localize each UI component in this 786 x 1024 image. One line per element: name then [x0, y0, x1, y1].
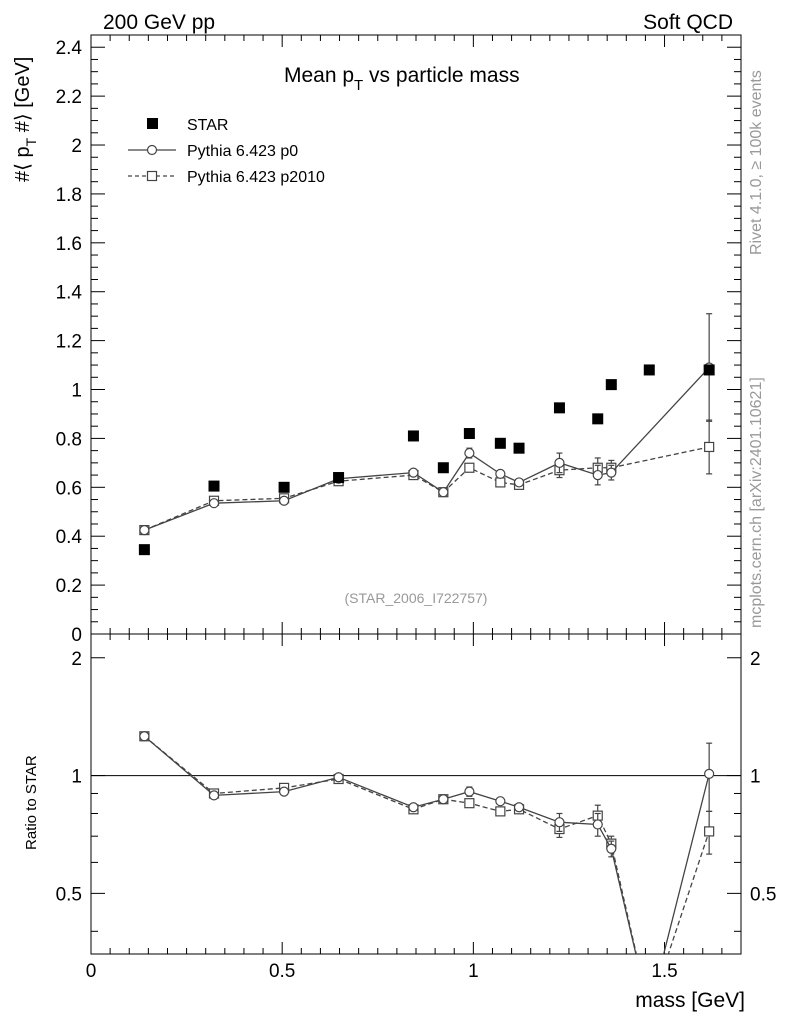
- ratio-p2010-line: [143, 735, 710, 954]
- star-point: [138, 544, 150, 556]
- legend-marker-p2010: [146, 170, 158, 182]
- legend: STAR Pythia 6.423 p0 Pythia 6.423 p2010: [128, 117, 325, 186]
- p0-point: [278, 495, 290, 506]
- bottom-panel-frame: [90, 633, 742, 955]
- ratio-p0-point: [464, 786, 475, 797]
- y-label-part-a: #⟨ p: [12, 146, 34, 182]
- p0-point: [139, 524, 150, 536]
- y-tick-label-top: 0.4: [56, 527, 83, 548]
- ratio-p0-point: [554, 817, 565, 828]
- chart-title-rest: vs particle mass: [363, 64, 519, 87]
- p2010-point: [495, 477, 506, 488]
- p0-line: [144, 367, 710, 531]
- y-tick-label-top: 1: [71, 381, 82, 402]
- p0-point: [606, 467, 617, 478]
- header-right: Soft QCD: [643, 11, 733, 34]
- chart-title-sub: T: [354, 77, 363, 94]
- y-tick-label-top: 1.8: [56, 185, 82, 206]
- y-tick-label-top: 2.2: [56, 87, 82, 108]
- y-tick-label-bottom-right: 0.5: [750, 884, 776, 905]
- y-tick-label-bottom-right: 2: [750, 649, 761, 670]
- ratio-p2010-point: [464, 798, 475, 809]
- p2010-point: [704, 441, 715, 453]
- ratio-p0-point: [438, 794, 449, 805]
- analysis-watermark: (STAR_2006_I722757): [345, 590, 488, 606]
- ratio-p0-point: [208, 790, 220, 801]
- legend-label-p2010: Pythia 6.423 p2010: [187, 169, 325, 186]
- p0-point: [408, 467, 419, 478]
- chart-title-main: Mean p: [284, 64, 354, 87]
- y-tick-label-bottom: 2: [71, 649, 82, 670]
- y-tick-label-top: 2: [71, 136, 82, 157]
- ratio-p0-point: [495, 796, 506, 807]
- p0-point: [495, 468, 506, 479]
- y-tick-label-top: 0.8: [56, 429, 82, 450]
- y-axis-label-bottom: Ratio to STAR: [23, 755, 40, 850]
- x-tick-label: 1: [468, 961, 479, 982]
- p0-point: [438, 487, 449, 498]
- ratio-p0-point: [592, 819, 603, 830]
- p2010-point: [464, 462, 475, 473]
- y-tick-label-top: 1.4: [56, 283, 83, 304]
- ratio-p0-point: [408, 802, 419, 813]
- y-tick-label-top: 1.6: [56, 234, 82, 255]
- header-left: 200 GeV pp: [103, 11, 215, 34]
- x-axis-label: mass [GeV]: [635, 989, 745, 1012]
- y-axis-label-top: #⟨ pT #⟩ [GeV]: [12, 57, 39, 182]
- star-point: [278, 481, 290, 493]
- y-tick-label-bottom: 0.5: [56, 884, 82, 905]
- ratio-p2010-point: [495, 806, 506, 817]
- y-tick-label-top: 0.2: [56, 576, 82, 597]
- star-point: [333, 472, 345, 484]
- y-tick-label-bottom-right: 1: [750, 767, 761, 788]
- axis-tick-labels: 0 0.5 1 1.5 0 0.2 0.4 0.6 0.8 1 1.2 1.4 1.6 1.8 2 2.2 2.…: [56, 38, 777, 982]
- star-point: [407, 430, 419, 442]
- p0-point: [208, 498, 220, 509]
- legend-marker-star: [147, 118, 158, 129]
- rivet-label: Rivet 4.1.0, ≥ 100k events: [748, 70, 765, 255]
- star-point: [437, 462, 449, 474]
- y-tick-label-top: 0.6: [56, 478, 82, 499]
- p0-point: [554, 457, 565, 468]
- star-point: [553, 402, 565, 414]
- p0-point: [592, 469, 603, 481]
- y-tick-label-bottom: 1: [71, 767, 82, 788]
- y-tick-label-top: 0: [71, 625, 82, 646]
- legend-label-star: STAR: [187, 117, 228, 134]
- x-tick-label: 1.5: [651, 961, 677, 982]
- y-tick-label-top: 1.2: [56, 332, 82, 353]
- legend-marker-p0: [146, 144, 158, 156]
- star-point: [643, 364, 655, 376]
- ratio-p0-point: [606, 843, 617, 854]
- star-point: [513, 442, 525, 454]
- ratio-p0-point: [513, 802, 525, 813]
- ratio-p2010-point: [704, 826, 715, 837]
- ratio-p0-point: [139, 731, 150, 742]
- ratio-p0-point: [704, 768, 715, 779]
- y-tick-label-top: 2.4: [56, 38, 83, 59]
- star-point: [605, 379, 617, 391]
- y-label-part-b: #⟩ [GeV]: [12, 57, 34, 138]
- star-point: [703, 364, 715, 376]
- x-tick-label: 0.5: [269, 961, 295, 982]
- legend-label-p0: Pythia 6.423 p0: [187, 143, 298, 160]
- top-panel-data: [138, 313, 715, 556]
- ratio-panel-data: [139, 731, 715, 954]
- p0-point: [464, 447, 475, 459]
- ratio-p0-point: [278, 786, 290, 797]
- ratio-p0-line: [143, 735, 710, 954]
- ratio-p0-point: [333, 772, 344, 783]
- p0-point: [513, 477, 525, 488]
- y-label-sub: T: [23, 137, 39, 146]
- x-tick-label: 0: [86, 961, 97, 982]
- star-point: [208, 480, 220, 492]
- mcplots-label: mcplots.cern.ch [arXiv:2401.10621]: [748, 377, 765, 628]
- star-point: [494, 437, 506, 449]
- star-point: [463, 428, 475, 440]
- star-point: [592, 413, 604, 425]
- chart-title: Mean pT vs particle mass: [284, 64, 520, 94]
